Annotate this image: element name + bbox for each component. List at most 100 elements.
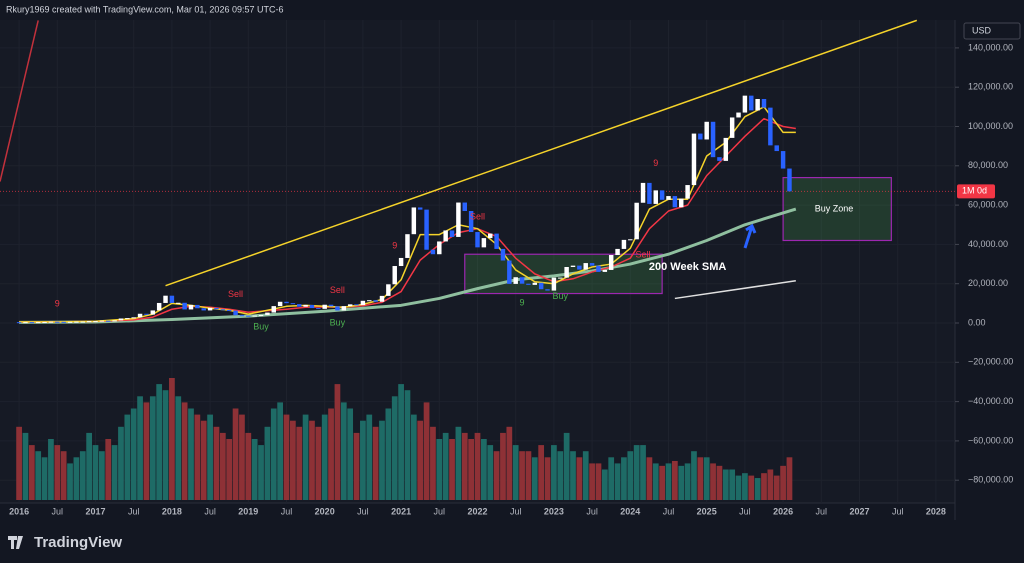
y-tick-label: 80,000.00 <box>968 160 1008 170</box>
volume-bar <box>328 408 334 500</box>
volume-bar <box>710 463 716 500</box>
volume-bar <box>493 451 500 500</box>
candle-body <box>672 196 678 208</box>
candle-body <box>564 267 569 278</box>
volume-bar <box>487 445 494 500</box>
volume-bar <box>404 390 411 500</box>
candle-body <box>742 95 748 113</box>
volume-bar <box>309 420 315 500</box>
candle-body <box>481 238 487 248</box>
candle-body <box>411 207 417 235</box>
candle-body <box>621 239 627 249</box>
y-tick-label: 100,000.00 <box>968 121 1013 131</box>
volume-bar <box>283 414 290 500</box>
candle-body <box>201 308 206 311</box>
candle-body <box>169 295 175 303</box>
annotation: 9 <box>392 241 397 251</box>
candle-body <box>729 117 735 138</box>
arrow <box>743 223 757 249</box>
x-tick-label: Jul <box>128 506 140 516</box>
candle-body <box>417 207 423 210</box>
volume-bar <box>544 457 551 500</box>
candle-body <box>780 151 786 169</box>
candle-body <box>322 304 327 309</box>
volume-bar <box>410 414 417 500</box>
volume-bar <box>423 402 430 500</box>
volume-bar <box>506 426 513 500</box>
volume-bar <box>563 432 570 500</box>
volume-bar <box>181 402 188 500</box>
volume-bar <box>773 475 780 500</box>
candle-body <box>615 248 620 256</box>
candle-body <box>717 157 722 161</box>
candle-body <box>239 315 245 317</box>
annotation: Sell <box>636 250 651 260</box>
candle-body <box>468 210 474 233</box>
volume-bar <box>735 475 742 500</box>
volume-bar <box>340 402 347 500</box>
candle-body <box>360 300 366 306</box>
volume-bar <box>353 432 360 500</box>
x-tick-label: 2026 <box>773 506 793 516</box>
candle-body <box>698 133 703 140</box>
candle-body <box>106 320 111 322</box>
volume-bar <box>461 432 468 500</box>
volume-bar <box>156 384 163 500</box>
candle-body <box>163 295 168 303</box>
candle-body <box>74 321 79 323</box>
volume-bar <box>531 457 538 500</box>
annotation: Buy <box>553 291 569 301</box>
candle-body <box>437 241 442 255</box>
volume-bar <box>194 414 201 500</box>
candle-body <box>48 321 54 323</box>
volume-bar <box>786 457 793 500</box>
x-tick-label: Jul <box>510 506 522 516</box>
volume-bar <box>761 473 767 500</box>
candle-body <box>347 304 353 307</box>
volume-bar <box>627 451 634 500</box>
candle-body <box>150 310 156 315</box>
volume-bar <box>748 475 755 500</box>
candle-body <box>494 233 499 249</box>
volume-bar <box>672 460 678 500</box>
y-tick-label: 0.00 <box>968 317 986 327</box>
candle-body <box>354 304 359 306</box>
volume-bar <box>143 402 150 500</box>
volume-bar <box>659 465 665 500</box>
volume-bar <box>551 445 557 500</box>
volume-bar <box>270 408 277 500</box>
annotation: Buy <box>330 318 346 328</box>
x-tick-label: 2023 <box>544 506 564 516</box>
price-tag-label: 1M 0d <box>962 186 987 196</box>
candle-body <box>303 304 308 307</box>
candle-body <box>513 277 518 284</box>
candle-body <box>55 321 60 323</box>
volume-bar <box>296 426 303 500</box>
annotation: Buy <box>253 321 269 331</box>
y-tick-label: 20,000.00 <box>968 278 1008 288</box>
candle-body <box>226 310 232 312</box>
candle-body <box>144 313 149 315</box>
y-tick-label: −40,000.00 <box>968 396 1013 406</box>
volume-bar <box>754 478 761 500</box>
volume-bar <box>582 451 589 500</box>
volume-bar <box>780 465 786 500</box>
annotation: Sell <box>330 285 345 295</box>
volume-bar <box>315 426 322 500</box>
x-tick-label: 2019 <box>238 506 258 516</box>
volume-bar <box>589 463 595 500</box>
volume-bar <box>436 439 443 500</box>
y-tick-label: 60,000.00 <box>968 199 1008 209</box>
volume-bar <box>258 445 264 500</box>
candle-body <box>290 303 296 305</box>
candle-body <box>16 322 22 324</box>
x-tick-label: 2024 <box>620 506 640 516</box>
candle-body <box>137 313 143 318</box>
volume-bar <box>366 414 373 500</box>
volume-bar <box>481 439 487 500</box>
x-tick-label: 2025 <box>697 506 717 516</box>
annotation: 200 Week SMA <box>649 261 727 273</box>
candle-body <box>532 282 538 285</box>
candle-body <box>704 121 709 140</box>
volume-bar <box>385 408 392 500</box>
